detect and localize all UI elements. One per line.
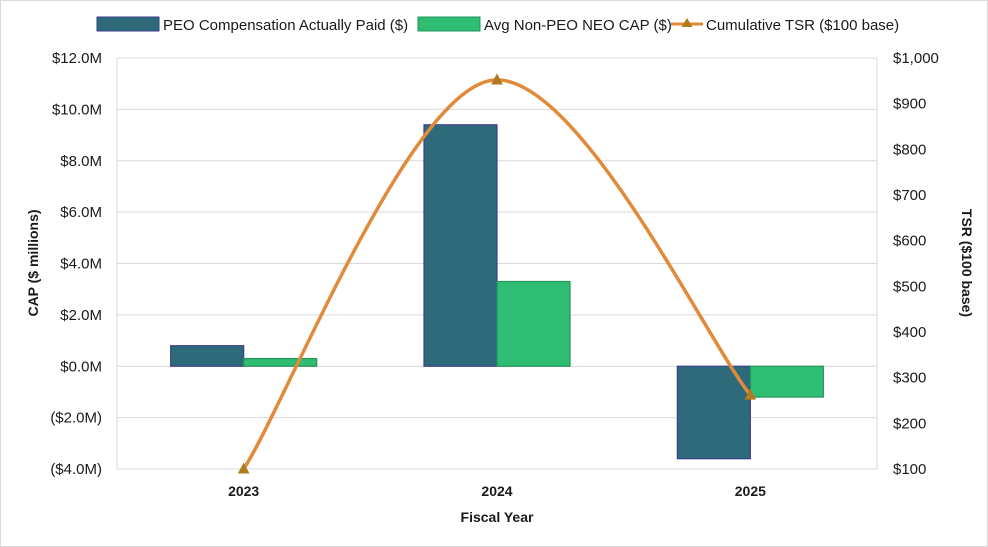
y-tick-label: $6.0M — [60, 204, 102, 221]
y2-tick-label: $300 — [893, 370, 926, 387]
x-tick-label: 2025 — [735, 483, 766, 499]
y-axis-title: CAP ($ millions) — [25, 209, 41, 316]
bar-neo-cap-2023 — [243, 357, 318, 367]
bar-neo-cap-2025 — [749, 365, 824, 398]
y2-axis-ticks: $1,000 $900 $800 $700 $600 $500 $400 $300 $200 $1… — [893, 50, 939, 478]
y-axis-ticks: $12.0M $10.0M $8.0M $6.0M $4.0M $2.0M $0.0M ($2… — [50, 50, 102, 478]
legend-swatch-neo-cap — [417, 16, 481, 32]
legend-label-peo-cap: PEO Compensation Actually Paid ($) — [163, 17, 408, 34]
y-tick-label: $0.0M — [60, 358, 102, 375]
bar-peo-cap-2025 — [676, 365, 751, 460]
y-tick-label: $4.0M — [60, 256, 102, 273]
y-tick-label: $12.0M — [52, 50, 102, 67]
tsr-marker-2023 — [237, 462, 250, 474]
bars — [170, 124, 824, 460]
x-tick-label: 2023 — [228, 483, 259, 499]
x-axis-title: Fiscal Year — [461, 509, 534, 525]
bar-neo-cap-2024 — [496, 280, 571, 367]
y2-tick-label: $1,000 — [893, 50, 939, 67]
legend-label-neo-cap: Avg Non-PEO NEO CAP ($) — [484, 17, 672, 34]
legend-item-peo-cap: PEO Compensation Actually Paid ($) — [96, 16, 408, 34]
tsr-line-group — [237, 73, 757, 474]
y2-tick-label: $800 — [893, 141, 926, 158]
y2-axis-title: TSR ($100 base) — [959, 209, 975, 317]
legend-label-tsr: Cumulative TSR ($100 base) — [706, 17, 899, 34]
tsr-marker-2024 — [491, 73, 503, 85]
bar-peo-cap-2024 — [423, 124, 498, 367]
legend-swatch-peo-cap — [96, 16, 160, 32]
y2-tick-label: $600 — [893, 233, 926, 250]
y2-tick-label: $400 — [893, 324, 926, 341]
y-tick-label: ($4.0M) — [50, 461, 102, 478]
y-tick-label: $2.0M — [60, 307, 102, 324]
y-tick-label: $8.0M — [60, 153, 102, 170]
y2-tick-label: $100 — [893, 461, 926, 478]
category-labels: 2023 2024 2025 — [228, 483, 766, 499]
bar-peo-cap-2023 — [170, 345, 245, 367]
y2-tick-label: $900 — [893, 96, 926, 113]
legend-marker-tsr — [681, 18, 693, 27]
y-tick-label: ($2.0M) — [50, 410, 102, 427]
legend: PEO Compensation Actually Paid ($) Avg N… — [96, 16, 899, 34]
y-tick-label: $10.0M — [52, 101, 102, 118]
y2-tick-label: $500 — [893, 278, 926, 295]
y2-tick-label: $700 — [893, 187, 926, 204]
legend-item-neo-cap: Avg Non-PEO NEO CAP ($) — [417, 16, 672, 34]
tsr-marker-2025 — [744, 388, 757, 400]
x-tick-label: 2024 — [481, 483, 512, 499]
y2-tick-label: $200 — [893, 415, 926, 432]
legend-item-tsr: Cumulative TSR ($100 base) — [671, 17, 899, 34]
